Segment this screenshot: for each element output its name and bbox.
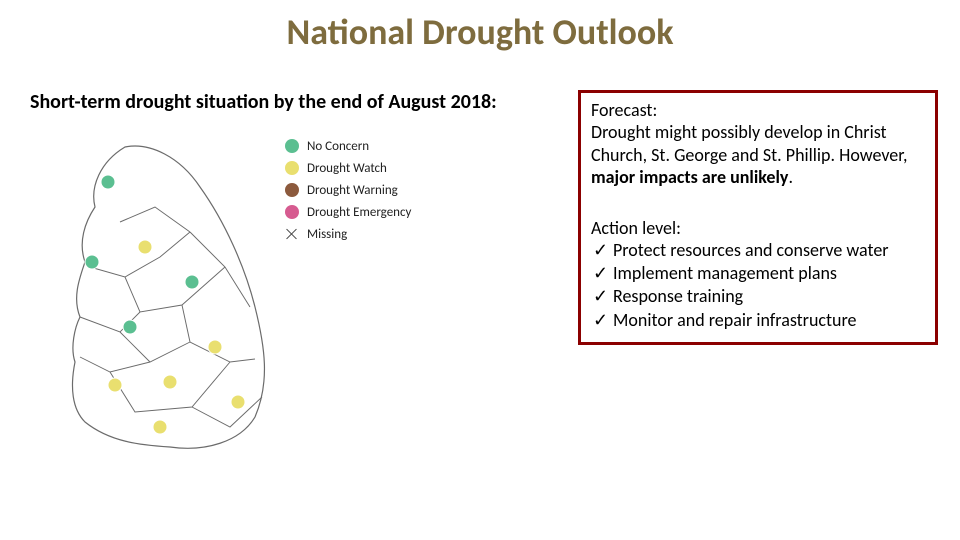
left-column: Short-term drought situation by the end … [30,90,570,467]
legend-item: No Concern [285,135,411,157]
legend-label: Drought Emergency [307,205,411,220]
drought-map: No Concern Drought Watch Drought Warning… [30,127,550,467]
legend-swatch-drought-emergency [285,205,299,219]
forecast-text-bold: major impacts are unlikely [591,166,788,188]
legend-item: Drought Watch [285,157,411,179]
legend-swatch-drought-warning [285,183,299,197]
map-legend: No Concern Drought Watch Drought Warning… [285,135,411,245]
legend-label: Missing [307,227,347,242]
forecast-text-plain: Drought might possibly develop in Christ… [591,121,907,166]
legend-item: Drought Emergency [285,201,411,223]
forecast-box: Forecast: Drought might possibly develop… [578,90,938,345]
forecast-body: Drought might possibly develop in Christ… [591,121,925,189]
map-svg [30,127,290,467]
legend-item: Drought Warning [285,179,411,201]
action-item: Protect resources and conserve water [591,239,925,262]
map-subtitle: Short-term drought situation by the end … [30,90,570,115]
action-item: Response training [591,285,925,308]
page-title: National Drought Outlook [0,0,960,54]
action-item: Implement management plans [591,262,925,285]
action-block: Action level: Protect resources and cons… [591,217,925,333]
action-item: Monitor and repair infrastructure [591,309,925,332]
action-label: Action level: [591,217,925,239]
legend-item: Missing [285,223,411,245]
forecast-text-tail: . [788,166,793,188]
legend-swatch-no-concern [285,139,299,153]
forecast-label: Forecast: [591,99,925,121]
legend-label: No Concern [307,139,369,154]
legend-label: Drought Warning [307,183,398,198]
legend-swatch-drought-watch [285,161,299,175]
legend-label: Drought Watch [307,161,387,176]
right-column: Forecast: Drought might possibly develop… [578,90,938,345]
legend-swatch-missing-icon [285,227,299,241]
action-list: Protect resources and conserve water Imp… [591,239,925,333]
